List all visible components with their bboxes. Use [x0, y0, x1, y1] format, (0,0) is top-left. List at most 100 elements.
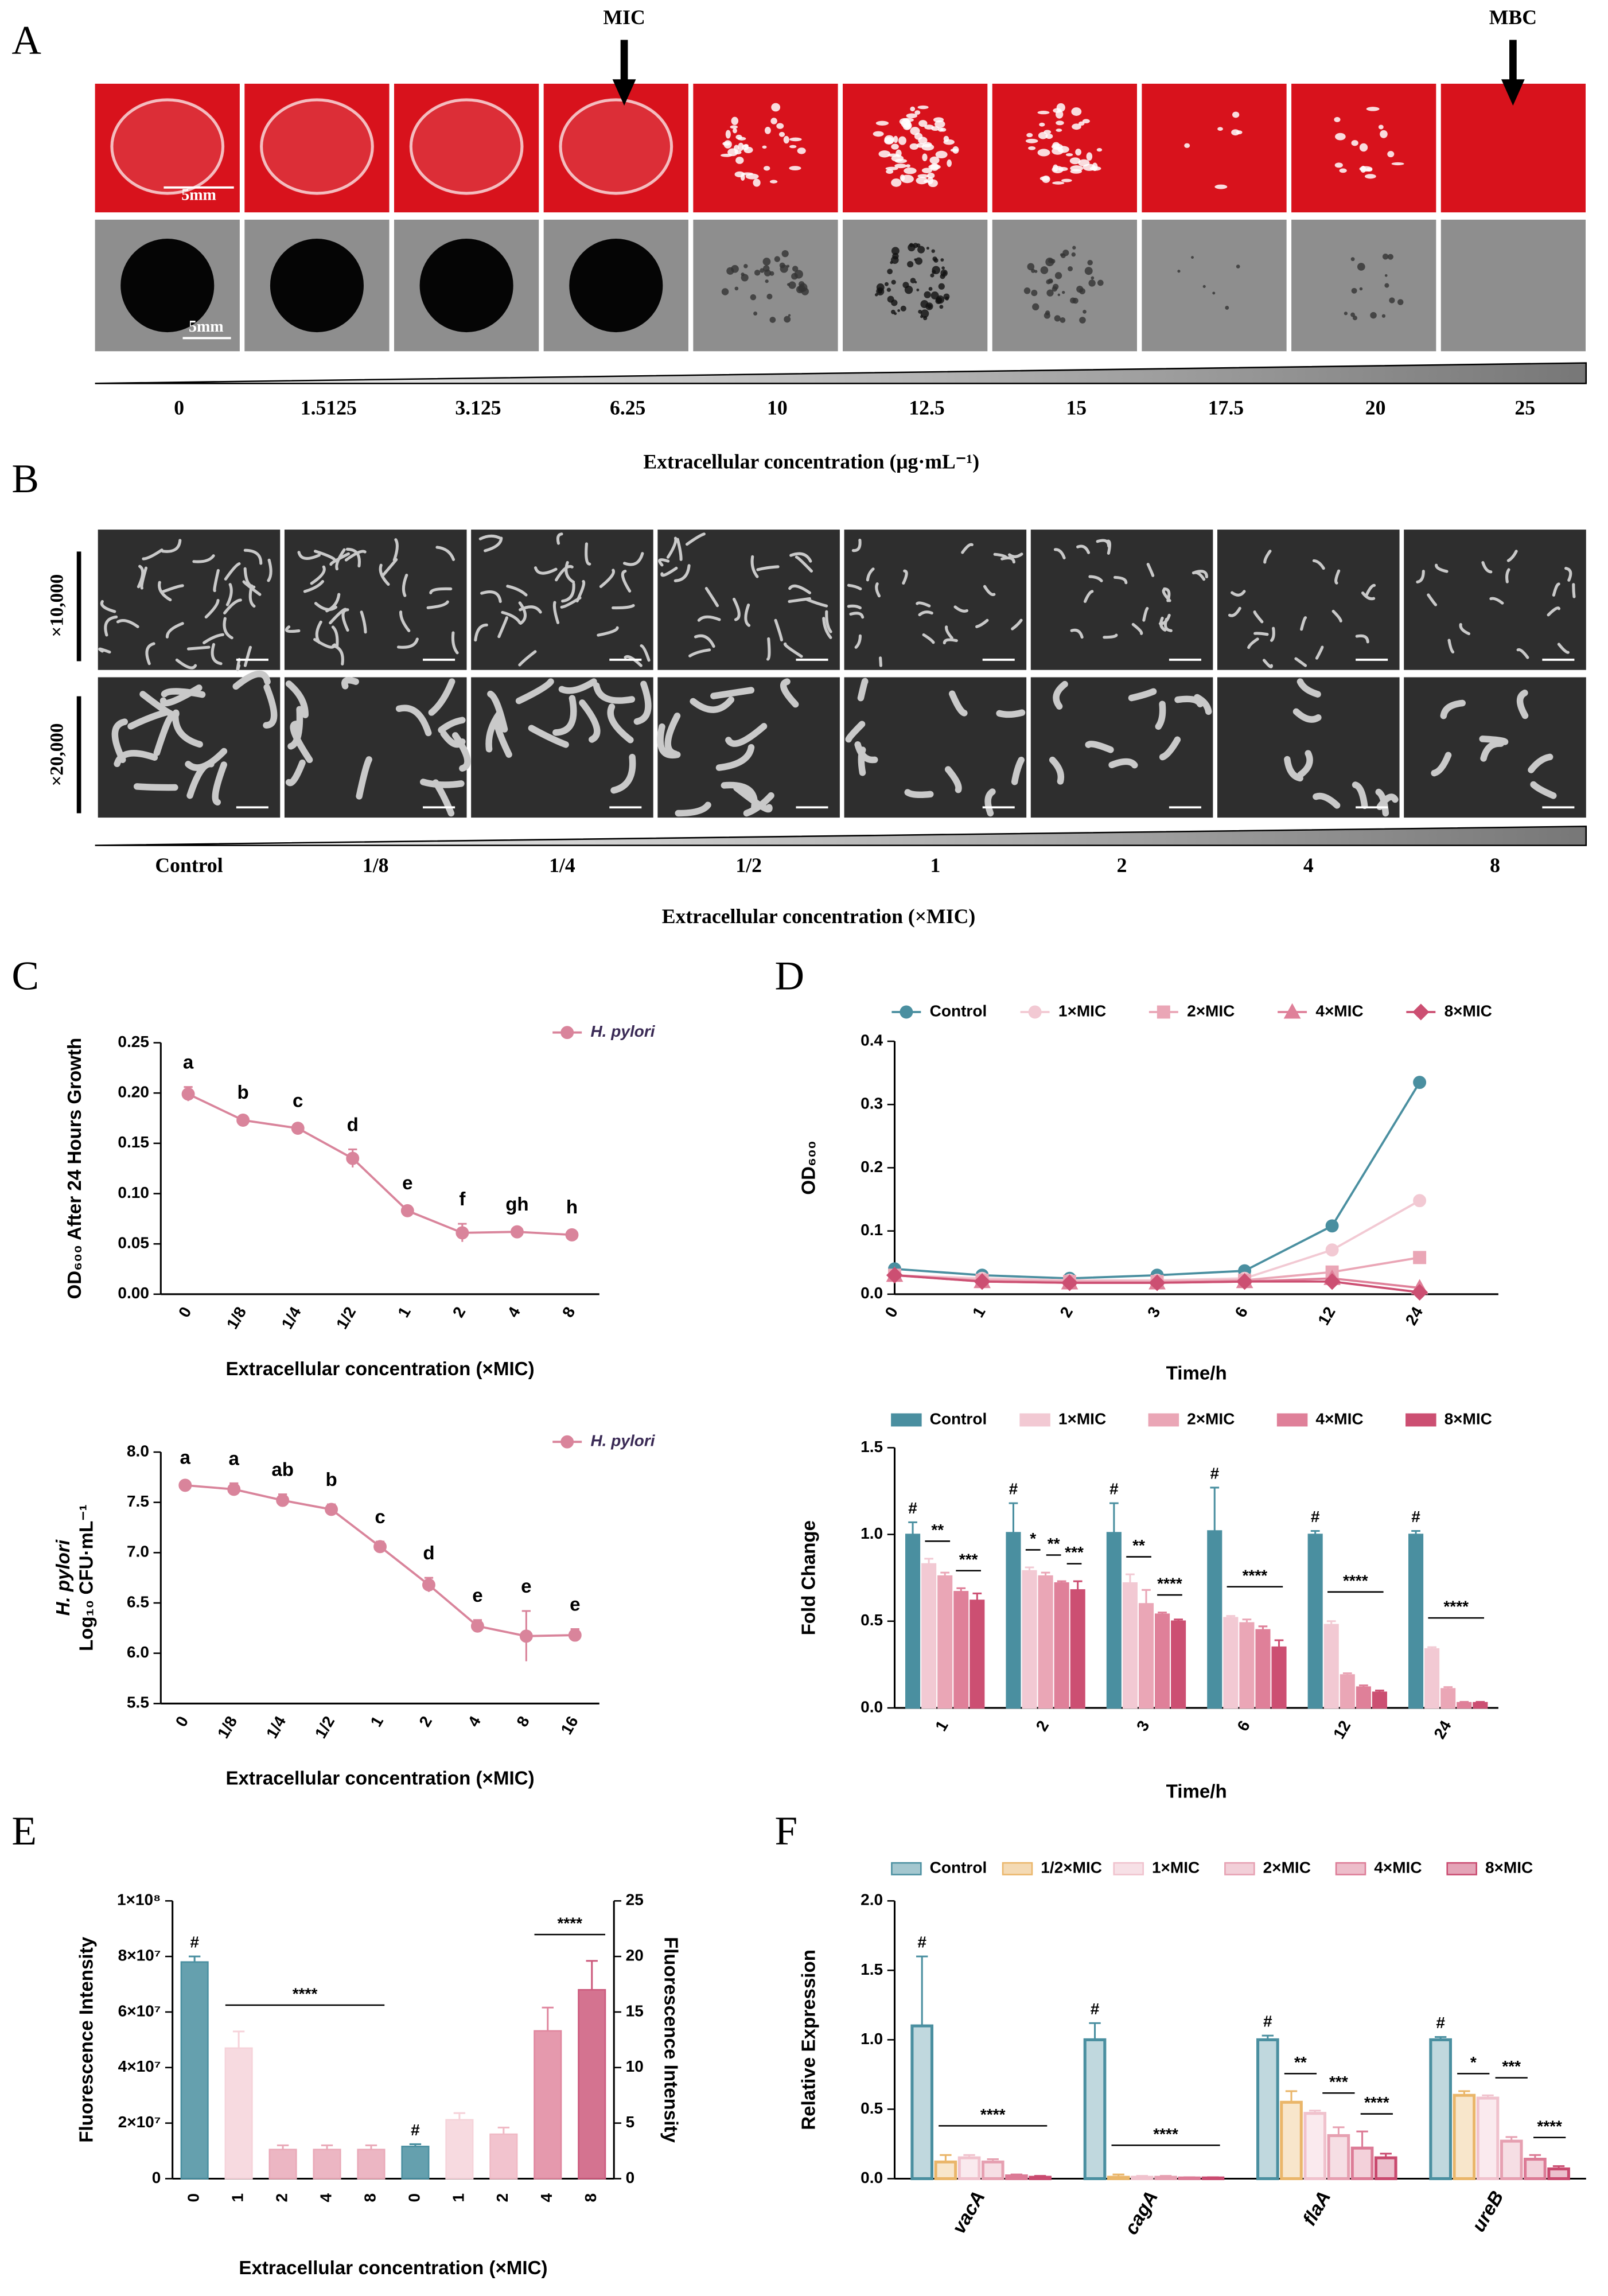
scale-label: 5mm — [189, 318, 224, 336]
control-mark: # — [1009, 1480, 1018, 1498]
colony — [731, 116, 739, 125]
y-tick-label: 0.10 — [118, 1184, 149, 1201]
significance-label: **** — [557, 1914, 582, 1932]
error-bar — [908, 1521, 917, 1535]
colony-scan — [750, 294, 757, 301]
bar — [1280, 2100, 1303, 2181]
y-tick-label: 0.4 — [861, 1031, 883, 1049]
error-bar — [987, 2158, 999, 2162]
error-bar — [1274, 1639, 1284, 1648]
x-tick-label: 3 — [1144, 1304, 1164, 1321]
colony-scan — [917, 246, 925, 254]
colony — [776, 123, 784, 129]
sem-image — [844, 677, 1027, 818]
colony — [1365, 174, 1376, 179]
colony-scan — [1060, 317, 1066, 323]
colony-scan — [916, 288, 920, 291]
concentration-label: 17.5 — [1208, 396, 1244, 419]
bacteria — [1284, 678, 1399, 817]
error-bar — [1126, 1573, 1135, 1583]
bar — [534, 2030, 562, 2180]
error-bar — [586, 1960, 598, 1990]
y-tick-label: 1.5 — [861, 1438, 883, 1456]
legend-swatch — [1224, 1862, 1255, 1875]
control-mark: # — [1109, 1480, 1119, 1498]
marker — [227, 1482, 241, 1496]
marker — [1148, 1274, 1166, 1291]
significance-label: *** — [959, 1550, 978, 1568]
x-tick-label: 4 — [464, 1713, 484, 1730]
colony-scan — [766, 293, 773, 299]
bar — [1005, 2174, 1028, 2181]
error-bar — [1309, 2110, 1321, 2114]
y-tick-label: 15 — [626, 2002, 644, 2019]
colony — [1366, 107, 1380, 111]
error-bar — [924, 1558, 933, 1564]
colony-scan — [1071, 252, 1076, 257]
bar — [1271, 1646, 1287, 1709]
colony — [1360, 166, 1366, 173]
error-bar — [1142, 1589, 1151, 1604]
concentration-label: 2 — [1117, 854, 1127, 877]
colony-scan — [1083, 309, 1087, 314]
colony-scan — [1177, 270, 1181, 273]
x-tick-label: 0 — [185, 2193, 203, 2202]
significance-label: ab — [271, 1460, 294, 1481]
y-axis-title: H. pylori — [53, 1539, 74, 1616]
legend-label: 8×MIC — [1485, 1859, 1533, 1877]
error-bar — [409, 2143, 422, 2147]
marker — [568, 1628, 582, 1642]
control-mark: # — [1210, 1464, 1219, 1482]
bacteria — [847, 538, 1023, 667]
colony-scan — [1034, 270, 1038, 273]
arrow-head — [1501, 79, 1525, 106]
colony — [733, 128, 737, 134]
significance-label: d — [423, 1543, 434, 1564]
colony — [1082, 119, 1090, 123]
error-bar — [365, 2144, 377, 2150]
error-bar — [542, 2006, 554, 2031]
significance-label: e — [570, 1594, 580, 1616]
plate-scan — [1440, 219, 1586, 352]
colony-scan — [876, 287, 885, 296]
concentration-label: 3.125 — [455, 396, 501, 419]
colony-scan — [1212, 291, 1216, 295]
plate-scan — [992, 219, 1137, 352]
y-tick-label: 0.05 — [118, 1234, 149, 1252]
significance-label: c — [375, 1507, 385, 1528]
colony-scan — [1087, 259, 1093, 266]
control-mark: # — [917, 1933, 926, 1951]
colony-scan — [1191, 256, 1194, 259]
significance-label: a — [183, 1052, 194, 1073]
colony-scan — [787, 283, 790, 286]
plate-scan — [1291, 219, 1436, 352]
colony-scan — [940, 274, 945, 279]
colony — [1026, 133, 1033, 138]
y-tick-label: 0 — [626, 2169, 635, 2186]
bar — [1424, 1648, 1440, 1709]
x-tick-label: 0 — [881, 1304, 901, 1321]
panel-label: B — [11, 456, 39, 501]
concentration-label: 10 — [767, 396, 788, 419]
significance-label: **** — [1153, 2125, 1178, 2143]
plate-photo — [1142, 83, 1287, 213]
x-tick-label: 0 — [175, 1304, 195, 1321]
plate-scan — [693, 219, 838, 352]
error-bar — [1310, 1530, 1320, 1535]
panel-label: D — [775, 953, 805, 998]
concentration-label: 1.5125 — [301, 396, 357, 419]
bacteria — [474, 532, 651, 667]
significance-label: e — [402, 1173, 412, 1194]
colony — [1335, 133, 1346, 141]
significance-label: **** — [1343, 1571, 1368, 1589]
error-bar — [1009, 1502, 1018, 1533]
error-bar — [1183, 2176, 1196, 2178]
colony — [894, 164, 907, 169]
x-tick-label: 2 — [272, 2193, 290, 2202]
marker — [974, 1273, 991, 1290]
colony — [1334, 162, 1343, 168]
error-bar — [188, 1955, 201, 1962]
colony-scan — [1052, 283, 1059, 290]
colony-scan — [923, 316, 928, 321]
error-bar — [1025, 1566, 1034, 1571]
